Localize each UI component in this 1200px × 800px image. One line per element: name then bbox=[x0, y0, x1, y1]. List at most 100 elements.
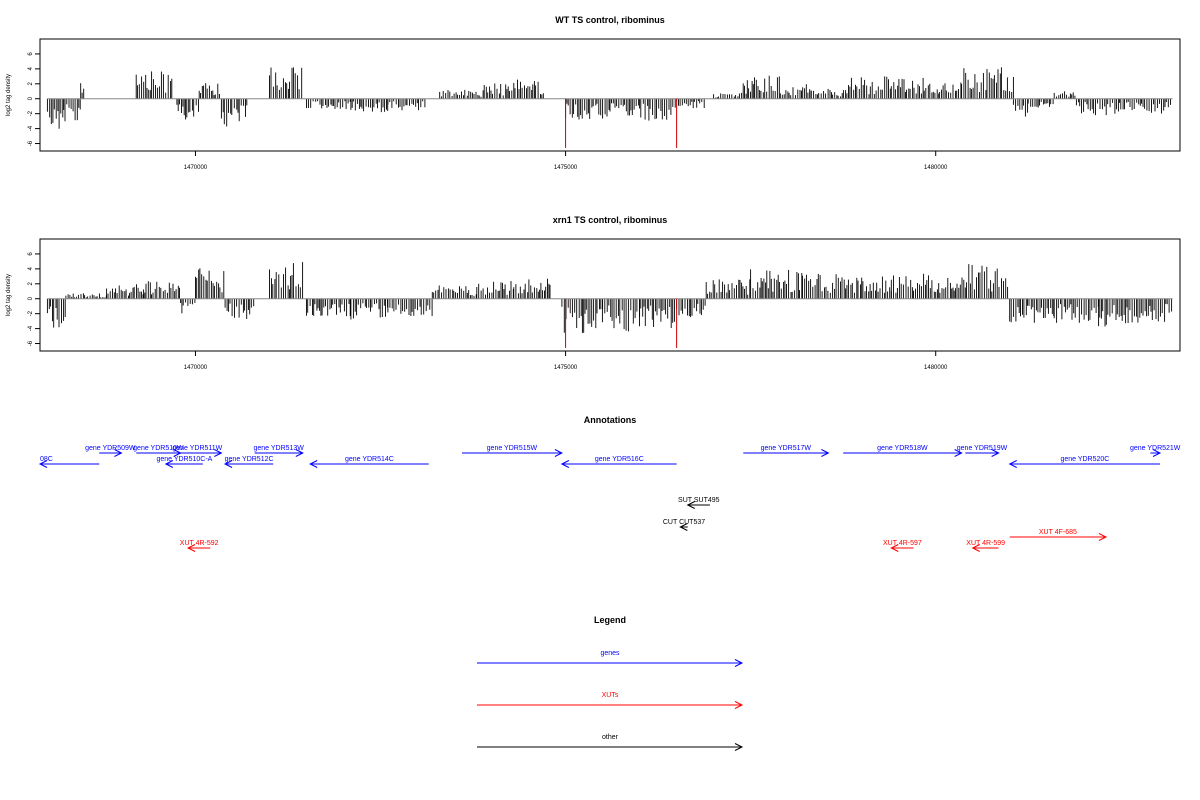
feature-arrow: XUT 4R-597 bbox=[883, 540, 922, 552]
arrow-head bbox=[686, 501, 695, 509]
arrow-head bbox=[164, 460, 174, 468]
annotations-title: Annotations bbox=[584, 415, 637, 425]
feature-arrow: gene YDR521W bbox=[1130, 445, 1181, 457]
feature-label: CUT CUT537 bbox=[663, 519, 705, 526]
legend-label: XUTs bbox=[602, 692, 619, 699]
feature-arrow: gene YDR513W bbox=[253, 445, 304, 457]
feature-arrow: gene YDR509W bbox=[85, 445, 136, 457]
y-axis-label: log2 tag density bbox=[6, 74, 12, 116]
panel-1-title: WT TS control, ribominus bbox=[555, 15, 665, 25]
arrow-head bbox=[38, 460, 48, 468]
feature-label: SUT SUT495 bbox=[678, 497, 720, 504]
arrow-head bbox=[734, 743, 744, 751]
feature-label: gene YDR511W bbox=[172, 445, 222, 452]
y-axis-label: log2 tag density bbox=[6, 274, 12, 316]
feature-arrow: XUT 4F-685 bbox=[1009, 529, 1108, 541]
arrow-head bbox=[1098, 533, 1108, 541]
arrow-head bbox=[821, 449, 830, 457]
legend: genes XUTs other bbox=[477, 650, 744, 751]
feature-arrow: gene YDR518W bbox=[843, 445, 963, 457]
density-bars bbox=[46, 262, 1173, 333]
feature-label: gene YDR510W bbox=[133, 445, 184, 452]
x-axis: 1470000 1475000 1480000 bbox=[184, 351, 948, 371]
legend-item: XUTs bbox=[477, 692, 744, 709]
feature-label: gene YDR515W bbox=[487, 445, 538, 452]
y-tick-label: 6 bbox=[28, 52, 34, 56]
feature-label: gene YDR516C bbox=[595, 456, 644, 463]
y-tick-label: -6 bbox=[28, 140, 34, 146]
y-axis: -6 -4 -2 0 2 4 6 bbox=[28, 252, 40, 346]
arrow-head bbox=[1152, 449, 1162, 457]
x-tick-label: 1480000 bbox=[924, 165, 948, 171]
feature-arrow: 08C bbox=[38, 456, 100, 468]
feature-arrow: gene YDR517W bbox=[743, 445, 830, 457]
feature-arrow: gene YDR511W bbox=[172, 445, 223, 457]
y-tick-label: 2 bbox=[28, 81, 34, 85]
arrow-head bbox=[1008, 460, 1017, 468]
plot-frame bbox=[39, 38, 1181, 152]
feature-label: gene YDR510C-A bbox=[156, 456, 212, 463]
x-tick-label: 1470000 bbox=[184, 165, 208, 171]
feature-label: gene YDR519W bbox=[957, 445, 1008, 452]
y-tick-label: -2 bbox=[28, 310, 34, 316]
arrow-head bbox=[295, 449, 304, 457]
panel-2-title: xrn1 TS control, ribominus bbox=[553, 215, 668, 225]
y-tick-label: 0 bbox=[28, 296, 34, 300]
arrow-head bbox=[954, 449, 963, 457]
arrow-head bbox=[679, 523, 688, 531]
y-tick-label: -4 bbox=[28, 125, 34, 131]
arrow-head bbox=[991, 449, 1000, 457]
panel-wt-track: -6 -4 -2 0 2 4 6 log2 tag density 1470000 1475000… bbox=[6, 38, 1181, 171]
feature-label: XUT 4R-597 bbox=[883, 540, 922, 547]
legend-label: genes bbox=[600, 650, 620, 657]
y-axis: -6 -4 -2 0 2 4 6 bbox=[28, 52, 40, 146]
feature-arrow: gene YDR514C bbox=[309, 456, 429, 468]
x-tick-label: 1475000 bbox=[554, 165, 578, 171]
feature-label: XUT 4R-592 bbox=[180, 540, 219, 547]
density-bars bbox=[46, 67, 1171, 129]
feature-label: gene YDR521W bbox=[1130, 445, 1181, 452]
arrow-head bbox=[554, 449, 564, 457]
feature-label: gene YDR514C bbox=[345, 456, 394, 463]
feature-label: XUT 4F-685 bbox=[1039, 529, 1077, 536]
feature-arrow: CUT CUT537 bbox=[663, 519, 705, 531]
feature-label: gene YDR513W bbox=[253, 445, 304, 452]
panel-xrn1-track: -6 -4 -2 0 2 4 6 log2 tag density 1470000 1475000… bbox=[6, 238, 1181, 371]
legend-item: other bbox=[477, 734, 744, 751]
feature-label: gene YDR509W bbox=[85, 445, 136, 452]
legend-title: Legend bbox=[594, 615, 626, 625]
feature-arrow: XUT 4R-599 bbox=[966, 540, 1005, 552]
feature-arrow: gene YDR520C bbox=[1008, 456, 1160, 468]
plot-frame bbox=[39, 238, 1181, 352]
x-tick-label: 1475000 bbox=[554, 365, 578, 371]
y-tick-label: -2 bbox=[28, 110, 34, 116]
arrow-head bbox=[309, 460, 318, 468]
feature-arrow: gene YDR519W bbox=[957, 445, 1008, 457]
y-tick-label: -4 bbox=[28, 325, 34, 331]
feature-label: gene YDR520C bbox=[1060, 456, 1109, 463]
feature-label: XUT 4R-599 bbox=[966, 540, 1005, 547]
arrow-head bbox=[971, 544, 980, 552]
arrow-head bbox=[734, 701, 744, 709]
arrow-head bbox=[890, 544, 899, 552]
legend-item: genes bbox=[477, 650, 744, 667]
legend-label: other bbox=[602, 734, 619, 741]
feature-label: gene YDR517W bbox=[761, 445, 812, 452]
feature-arrow: gene YDR512C bbox=[223, 456, 274, 468]
x-axis: 1470000 1475000 1480000 bbox=[184, 151, 948, 171]
feature-arrow: gene YDR510C-A bbox=[156, 456, 213, 468]
x-tick-label: 1480000 bbox=[924, 365, 948, 371]
arrow-head bbox=[214, 449, 223, 457]
x-tick-label: 1470000 bbox=[184, 365, 208, 371]
arrow-head bbox=[223, 460, 233, 468]
feature-arrow: XUT 4R-592 bbox=[180, 540, 219, 552]
arrow-head bbox=[734, 659, 744, 667]
arrow-head bbox=[114, 449, 123, 457]
y-tick-label: 2 bbox=[28, 281, 34, 285]
feature-label: 08C bbox=[40, 456, 53, 463]
arrow-head bbox=[560, 460, 570, 468]
y-tick-label: -6 bbox=[28, 340, 34, 346]
arrow-head bbox=[186, 544, 196, 552]
